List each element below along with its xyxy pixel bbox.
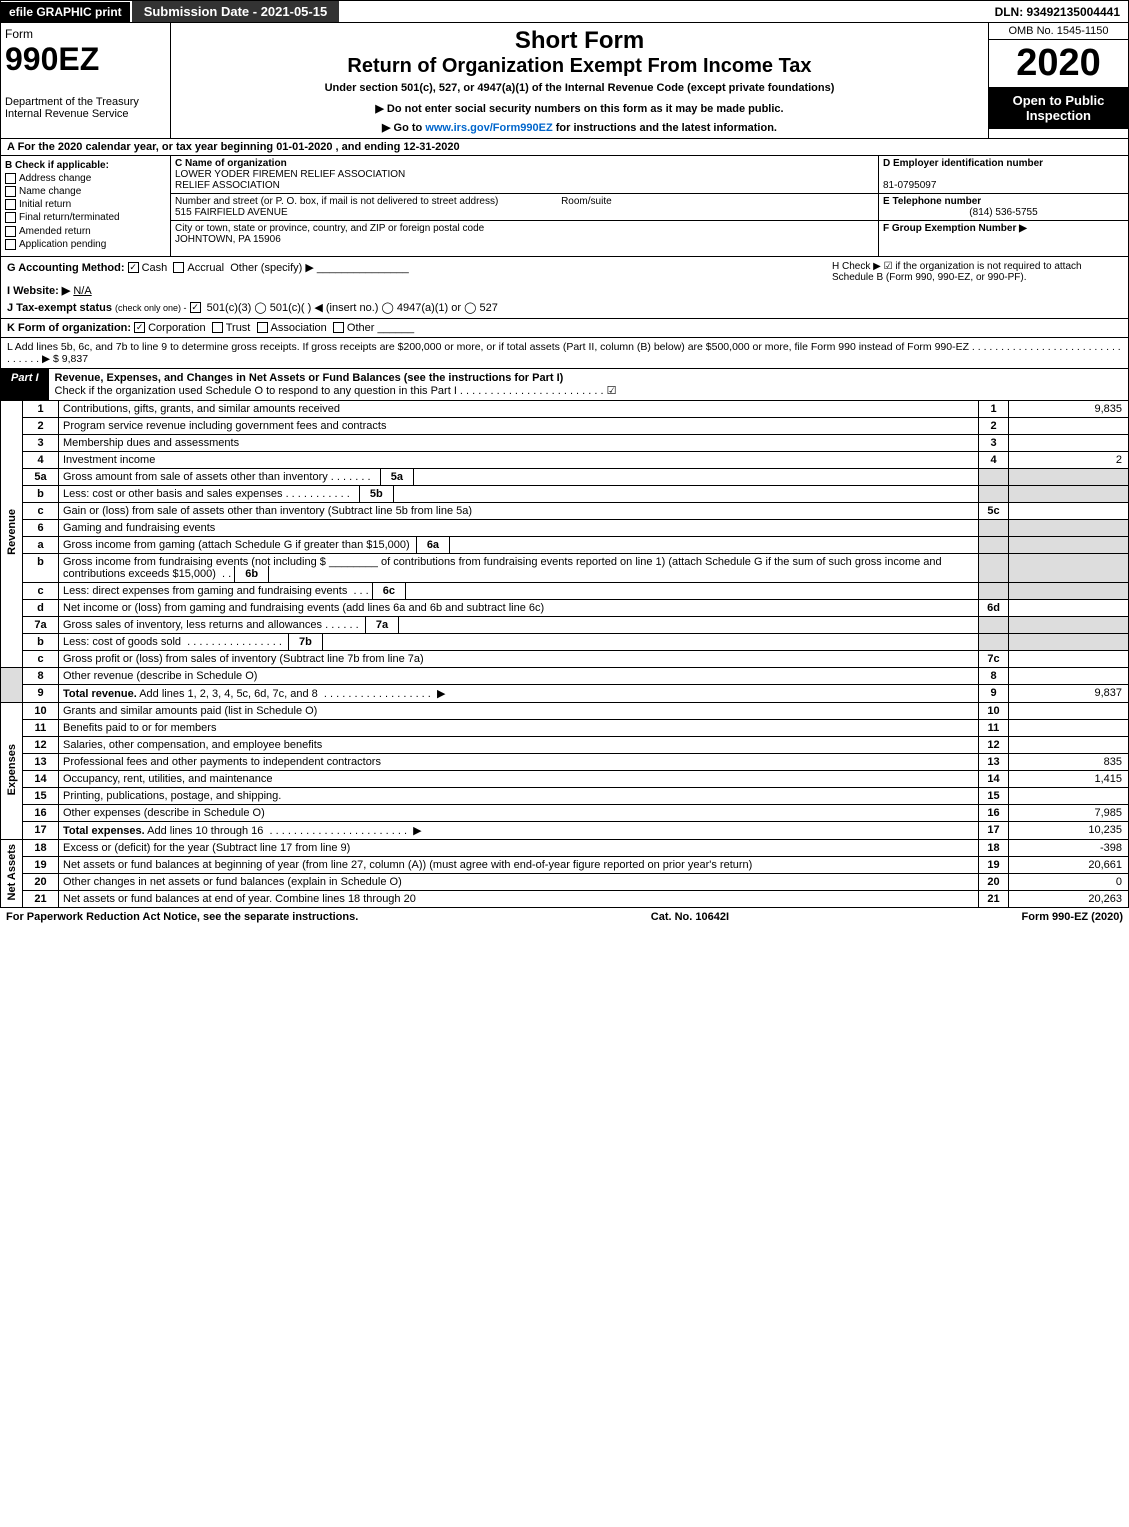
amt-7c <box>1009 650 1129 667</box>
irs-link[interactable]: www.irs.gov/Form990EZ <box>425 122 552 134</box>
org-address: 515 FAIRFIELD AVENUE <box>175 207 288 218</box>
chk-name[interactable]: Name change <box>5 186 166 197</box>
footer-right: Form 990-EZ (2020) <box>1022 911 1123 923</box>
phone-value: (814) 536-5755 <box>883 207 1124 218</box>
ssn-note: ▶ Do not enter social security numbers o… <box>175 102 984 115</box>
org-name2: RELIEF ASSOCIATION <box>175 180 280 191</box>
chk-trust[interactable] <box>212 322 223 333</box>
chk-amended[interactable]: Amended return <box>5 226 166 237</box>
revenue-side: Revenue <box>1 401 23 668</box>
amt-2 <box>1009 417 1129 434</box>
amt-16: 7,985 <box>1009 804 1129 821</box>
part1-label: Part I <box>1 369 49 400</box>
amt-1: 9,835 <box>1009 401 1129 418</box>
amt-6d <box>1009 599 1129 616</box>
amt-9: 9,837 <box>1009 684 1129 702</box>
amt-15 <box>1009 787 1129 804</box>
footer-left: For Paperwork Reduction Act Notice, see … <box>6 911 358 923</box>
amt-11 <box>1009 719 1129 736</box>
section-ghij: G Accounting Method: ✓Cash Accrual Other… <box>0 257 1129 319</box>
chk-address[interactable]: Address change <box>5 173 166 184</box>
phone-row: E Telephone number (814) 536-5755 <box>879 194 1128 221</box>
org-addr-row: Number and street (or P. O. box, if mail… <box>171 194 878 221</box>
group-exempt-row: F Group Exemption Number ▶ <box>879 221 1128 236</box>
title-short: Short Form <box>175 27 984 55</box>
amt-17: 10,235 <box>1009 821 1129 839</box>
ein-value: 81-0795097 <box>883 180 936 191</box>
dln-label: DLN: 93492135004441 <box>987 2 1128 22</box>
footer-cat: Cat. No. 10642I <box>651 911 729 923</box>
page-footer: For Paperwork Reduction Act Notice, see … <box>0 908 1129 926</box>
org-name-row: C Name of organization LOWER YODER FIREM… <box>171 156 878 194</box>
irs-label: Internal Revenue Service <box>5 108 166 120</box>
expenses-side: Expenses <box>1 702 23 839</box>
org-info-block: B Check if applicable: Address change Na… <box>0 156 1129 257</box>
amt-4: 2 <box>1009 451 1129 468</box>
header-middle: Short Form Return of Organization Exempt… <box>171 23 988 138</box>
ein-row: D Employer identification number 81-0795… <box>879 156 1128 194</box>
amt-21: 20,263 <box>1009 890 1129 907</box>
website-value: N/A <box>73 285 91 297</box>
part1-header: Part I Revenue, Expenses, and Changes in… <box>0 369 1129 401</box>
section-de: D Employer identification number 81-0795… <box>878 156 1128 256</box>
amt-10 <box>1009 702 1129 719</box>
chk-initial[interactable]: Initial return <box>5 199 166 210</box>
form-header: Form 990EZ Department of the Treasury In… <box>0 23 1129 139</box>
top-bar: efile GRAPHIC print Submission Date - 20… <box>0 0 1129 23</box>
row-l: L Add lines 5b, 6c, and 7b to line 9 to … <box>0 338 1129 369</box>
section-b: B Check if applicable: Address change Na… <box>1 156 171 256</box>
part1-title: Revenue, Expenses, and Changes in Net As… <box>49 369 1128 400</box>
amt-19: 20,661 <box>1009 856 1129 873</box>
row-a-taxyear: A For the 2020 calendar year, or tax yea… <box>0 139 1129 156</box>
chk-assoc[interactable] <box>257 322 268 333</box>
amt-12 <box>1009 736 1129 753</box>
header-right: OMB No. 1545-1150 2020 Open to Public In… <box>988 23 1128 138</box>
form-label: Form <box>5 27 166 41</box>
tax-year: 2020 <box>989 40 1128 87</box>
efile-label[interactable]: efile GRAPHIC print <box>1 2 130 22</box>
org-city: JOHNTOWN, PA 15906 <box>175 234 281 245</box>
open-inspection: Open to Public Inspection <box>989 87 1128 129</box>
amt-14: 1,415 <box>1009 770 1129 787</box>
header-left: Form 990EZ Department of the Treasury In… <box>1 23 171 138</box>
instructions-link: ▶ Go to www.irs.gov/Form990EZ for instru… <box>175 121 984 134</box>
submission-date: Submission Date - 2021-05-15 <box>132 1 340 22</box>
section-h: H Check ▶ ☑ if the organization is not r… <box>832 261 1122 283</box>
amt-18: -398 <box>1009 839 1129 856</box>
amt-3 <box>1009 434 1129 451</box>
chk-501c3[interactable]: ✓ <box>190 302 201 313</box>
dept-label: Department of the Treasury <box>5 96 166 108</box>
chk-corp[interactable]: ✓ <box>134 322 145 333</box>
omb-number: OMB No. 1545-1150 <box>989 23 1128 40</box>
netassets-side: Net Assets <box>1 839 23 907</box>
amt-20: 0 <box>1009 873 1129 890</box>
form-number: 990EZ <box>5 41 166 78</box>
chk-accrual[interactable] <box>173 262 184 273</box>
b-label: B Check if applicable: <box>5 160 166 171</box>
org-city-row: City or town, state or province, country… <box>171 221 878 247</box>
subtitle: Under section 501(c), 527, or 4947(a)(1)… <box>175 82 984 94</box>
amt-13: 835 <box>1009 753 1129 770</box>
main-table: Revenue 1Contributions, gifts, grants, a… <box>0 401 1129 908</box>
chk-pending[interactable]: Application pending <box>5 239 166 250</box>
chk-cash[interactable]: ✓ <box>128 262 139 273</box>
section-c: C Name of organization LOWER YODER FIREM… <box>171 156 878 256</box>
row-i: I Website: ▶ N/A <box>7 284 1122 297</box>
title-main: Return of Organization Exempt From Incom… <box>175 55 984 78</box>
amt-5c <box>1009 502 1129 519</box>
row-j: J Tax-exempt status (check only one) - ✓… <box>7 301 1122 314</box>
row-k: K Form of organization: ✓Corporation Tru… <box>0 319 1129 338</box>
amt-8 <box>1009 667 1129 684</box>
org-name: LOWER YODER FIREMEN RELIEF ASSOCIATION <box>175 169 405 180</box>
chk-final[interactable]: Final return/terminated <box>5 212 166 223</box>
chk-other[interactable] <box>333 322 344 333</box>
